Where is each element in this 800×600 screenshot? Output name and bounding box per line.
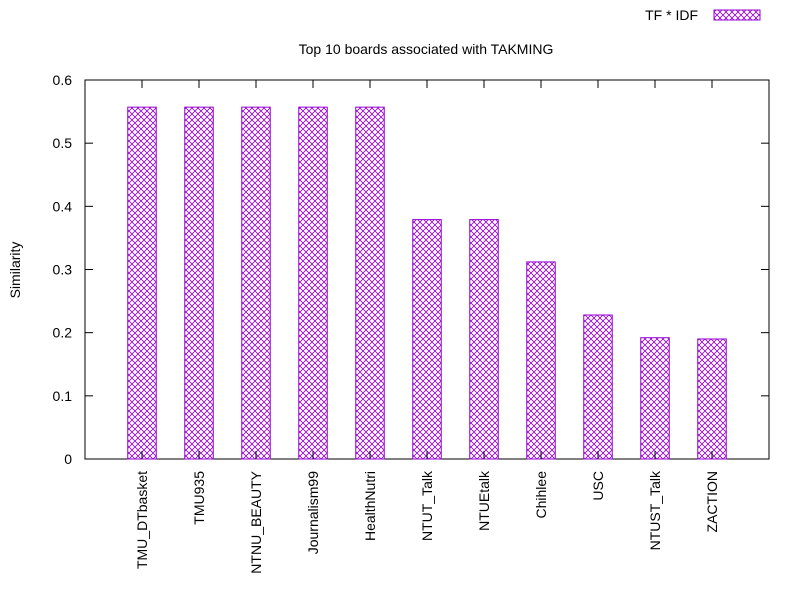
y-tick-label: 0.1	[53, 388, 73, 404]
x-tick-label: NTUT_Talk	[419, 470, 435, 541]
x-tick-label: NTUEtalk	[476, 470, 492, 531]
bar	[469, 219, 499, 460]
bar	[526, 261, 556, 460]
bar	[583, 314, 613, 460]
bar	[241, 106, 271, 460]
bar	[298, 106, 328, 460]
x-tick-label: Journalism99	[305, 471, 321, 554]
x-axis: TMU_DTbasket TMU935 NTNU_BEAUTY Journalism9…	[134, 80, 720, 574]
x-tick-label: TMU_DTbasket	[134, 471, 150, 569]
legend-label: TF * IDF	[645, 7, 698, 23]
x-tick-label: HealthNutri	[362, 471, 378, 541]
y-tick-label: 0.6	[53, 72, 73, 88]
bar	[697, 338, 727, 460]
x-tick-label: Chihlee	[533, 471, 549, 519]
bar	[184, 106, 214, 460]
x-tick-label: TMU935	[191, 471, 207, 525]
legend-swatch	[713, 9, 761, 21]
x-tick-label: USC	[590, 471, 606, 501]
y-tick-label: 0.2	[53, 325, 73, 341]
chart-title: Top 10 boards associated with TAKMING	[299, 41, 554, 57]
bars	[127, 106, 727, 460]
bar	[127, 106, 157, 460]
bar	[412, 219, 442, 460]
bar	[355, 106, 385, 460]
x-tick-label: NTNU_BEAUTY	[248, 470, 264, 573]
legend: TF * IDF	[645, 7, 761, 23]
y-tick-label: 0.3	[53, 262, 73, 278]
x-tick-label: ZACTION	[704, 471, 720, 532]
bar	[640, 337, 670, 460]
y-axis-label: Similarity	[7, 242, 23, 299]
x-tick-label: NTUST_Talk	[647, 470, 663, 550]
y-axis: 0 0.1 0.2 0.3 0.4 0.5 0.6	[53, 72, 769, 467]
y-tick-label: 0.4	[53, 198, 73, 214]
y-tick-label: 0	[64, 451, 72, 467]
y-tick-label: 0.5	[53, 135, 73, 151]
